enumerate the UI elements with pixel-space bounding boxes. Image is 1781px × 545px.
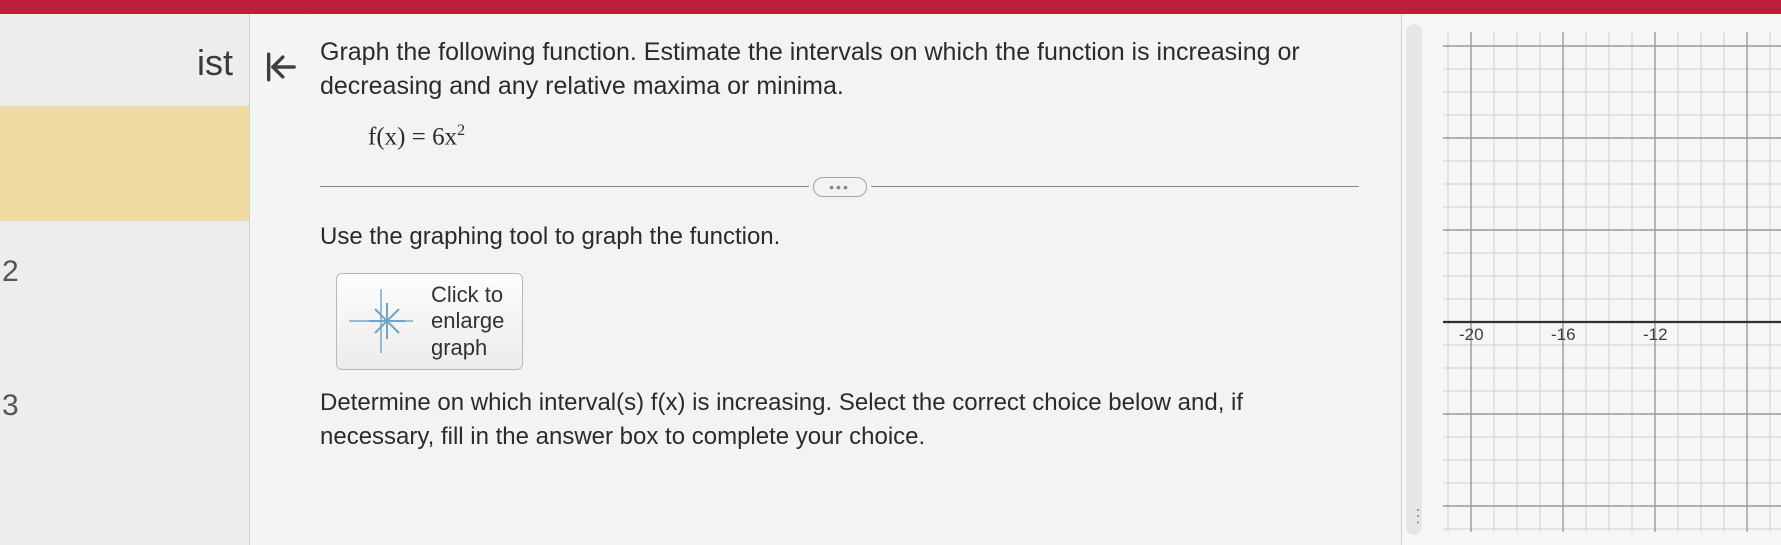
sidebar-item-3[interactable]: 3 bbox=[0, 355, 249, 423]
scrollbar-grip-icon: ⋮ bbox=[1409, 513, 1419, 519]
instruction-graph: Use the graphing tool to graph the funct… bbox=[320, 223, 1359, 251]
section-divider: ••• bbox=[320, 177, 1359, 197]
question-content: Graph the following function. Estimate t… bbox=[310, 14, 1401, 545]
formula-exponent: 2 bbox=[457, 122, 465, 139]
coordinate-grid[interactable]: -20 -16 -12 bbox=[1441, 32, 1781, 532]
collapse-column bbox=[250, 14, 310, 545]
grid-svg bbox=[1443, 32, 1781, 532]
divider-line-right bbox=[871, 186, 1360, 187]
more-icon[interactable]: ••• bbox=[813, 177, 867, 197]
x-tick-label-neg12: -12 bbox=[1643, 325, 1668, 345]
graph-btn-line3: graph bbox=[431, 335, 504, 361]
enlarge-graph-label: Click to enlarge graph bbox=[431, 282, 504, 361]
app-topbar bbox=[0, 0, 1781, 14]
panel-scrollbar[interactable] bbox=[1406, 24, 1422, 535]
main-layout: ist 2 3 Graph the following function. Es… bbox=[0, 14, 1781, 545]
formula-base: f(x) = 6x bbox=[368, 123, 457, 150]
x-tick-label-neg16: -16 bbox=[1551, 325, 1576, 345]
graph-btn-line2: enlarge bbox=[431, 308, 504, 334]
sidebar-item-current[interactable] bbox=[0, 106, 249, 221]
sidebar-title: ist bbox=[0, 14, 249, 106]
divider-line-left bbox=[320, 186, 809, 187]
sidebar-item-2[interactable]: 2 bbox=[0, 221, 249, 289]
x-tick-label-neg20: -20 bbox=[1459, 325, 1484, 345]
graph-panel: ⋮ -20 -16 -12 bbox=[1401, 14, 1781, 545]
question-formula: f(x) = 6x2 bbox=[320, 104, 1359, 171]
question-prompt: Graph the following function. Estimate t… bbox=[320, 36, 1359, 104]
collapse-left-icon[interactable] bbox=[263, 50, 297, 84]
graph-thumbnail-icon bbox=[345, 285, 417, 357]
graph-btn-line1: Click to bbox=[431, 282, 504, 308]
question-list-sidebar: ist 2 3 bbox=[0, 14, 250, 545]
instruction-interval: Determine on which interval(s) f(x) is i… bbox=[320, 386, 1350, 453]
enlarge-graph-button[interactable]: Click to enlarge graph bbox=[336, 273, 523, 370]
